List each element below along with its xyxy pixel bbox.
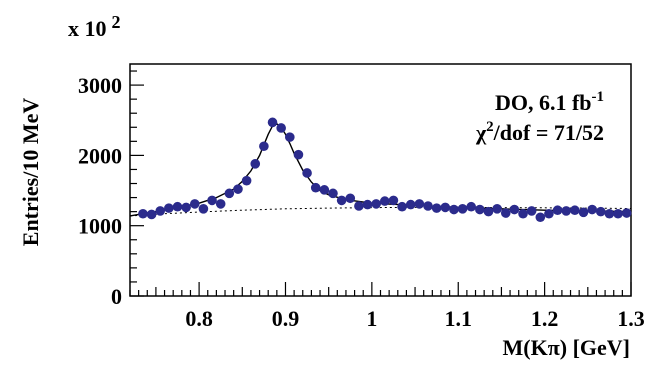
data-point [561,206,572,216]
x-tick-label: 1 [366,306,377,331]
annotation-chi2: χ2/dof = 71/52 [475,119,604,145]
data-point [449,204,459,215]
data-point [285,132,295,142]
data-point [526,206,537,216]
data-point [621,208,632,218]
data-point [267,117,278,128]
y-exponent-base: x 10 [68,16,107,41]
data-point [423,201,433,211]
data-point [345,193,356,204]
data-point [457,204,468,214]
data-point [466,201,476,212]
annotation-dataset: DO, 6.1 fb-1 [495,89,604,115]
data-point [405,199,416,210]
y-axis-label: Entries/10 MeV [18,98,43,247]
annotation-chi-symbol: χ [475,120,487,145]
data-points [138,117,632,223]
annotation-chi-rest: /dof = 71/52 [493,120,604,145]
data-point [276,123,286,133]
data-point [397,201,407,212]
data-point [483,206,494,217]
data-point [492,204,502,214]
data-point [380,196,390,206]
data-point [613,208,623,219]
x-tick-label: 0.8 [185,306,213,331]
data-point [475,204,485,215]
data-point [431,203,442,213]
data-point [155,206,166,216]
data-point [310,182,321,193]
data-point [595,206,606,217]
data-point [241,175,252,186]
data-point [509,204,520,215]
y-tick-labels: 0 1000 2000 3000 [78,73,122,309]
y-tick-label: 3000 [78,73,122,98]
data-point [570,205,580,216]
data-point [388,195,399,206]
data-point [328,188,338,199]
x-tick-label: 1.2 [531,306,559,331]
data-point [198,204,209,214]
data-point [181,202,191,213]
annotation-dataset-sup: -1 [592,89,605,105]
data-point [293,149,304,160]
data-point [172,201,183,212]
data-point [207,195,217,206]
y-tick-label: 1000 [78,214,122,239]
data-point [189,199,200,209]
y-tick-label: 2000 [78,143,122,168]
data-point [138,208,148,219]
annotation-dataset-text: DO, 6.1 fb [495,90,592,115]
data-point [336,195,347,206]
x-tick-label: 0.9 [272,306,300,331]
annotation-chi-sup: 2 [486,119,494,135]
data-point [440,202,451,213]
data-point [371,199,381,209]
y-exponent-power: 2 [112,12,121,32]
data-point [146,209,157,220]
data-point [302,168,312,178]
data-point [414,199,425,209]
x-axis-label: M(Kπ) [GeV] [503,335,631,360]
data-point [319,185,330,195]
data-point [535,212,546,223]
data-point [233,184,243,194]
data-point [578,207,589,218]
x-tick-labels: 0.8 0.9 1 1.1 1.2 1.3 [185,306,644,331]
data-point [259,141,269,152]
data-point [164,203,174,213]
y-exponent-label: x 10 2 [68,12,121,41]
data-point [544,208,554,219]
x-tick-label: 1.3 [617,306,645,331]
data-point [215,199,226,209]
data-point [587,204,597,215]
y-tick-label: 0 [111,284,122,309]
data-point [500,208,511,218]
data-point [354,201,364,211]
data-point [604,208,615,219]
x-tick-label: 1.1 [444,306,472,331]
axis-ticks [129,70,632,297]
data-point [552,205,563,216]
data-point [224,188,235,199]
data-point [250,159,261,169]
data-point [518,208,528,219]
data-point [362,199,373,210]
